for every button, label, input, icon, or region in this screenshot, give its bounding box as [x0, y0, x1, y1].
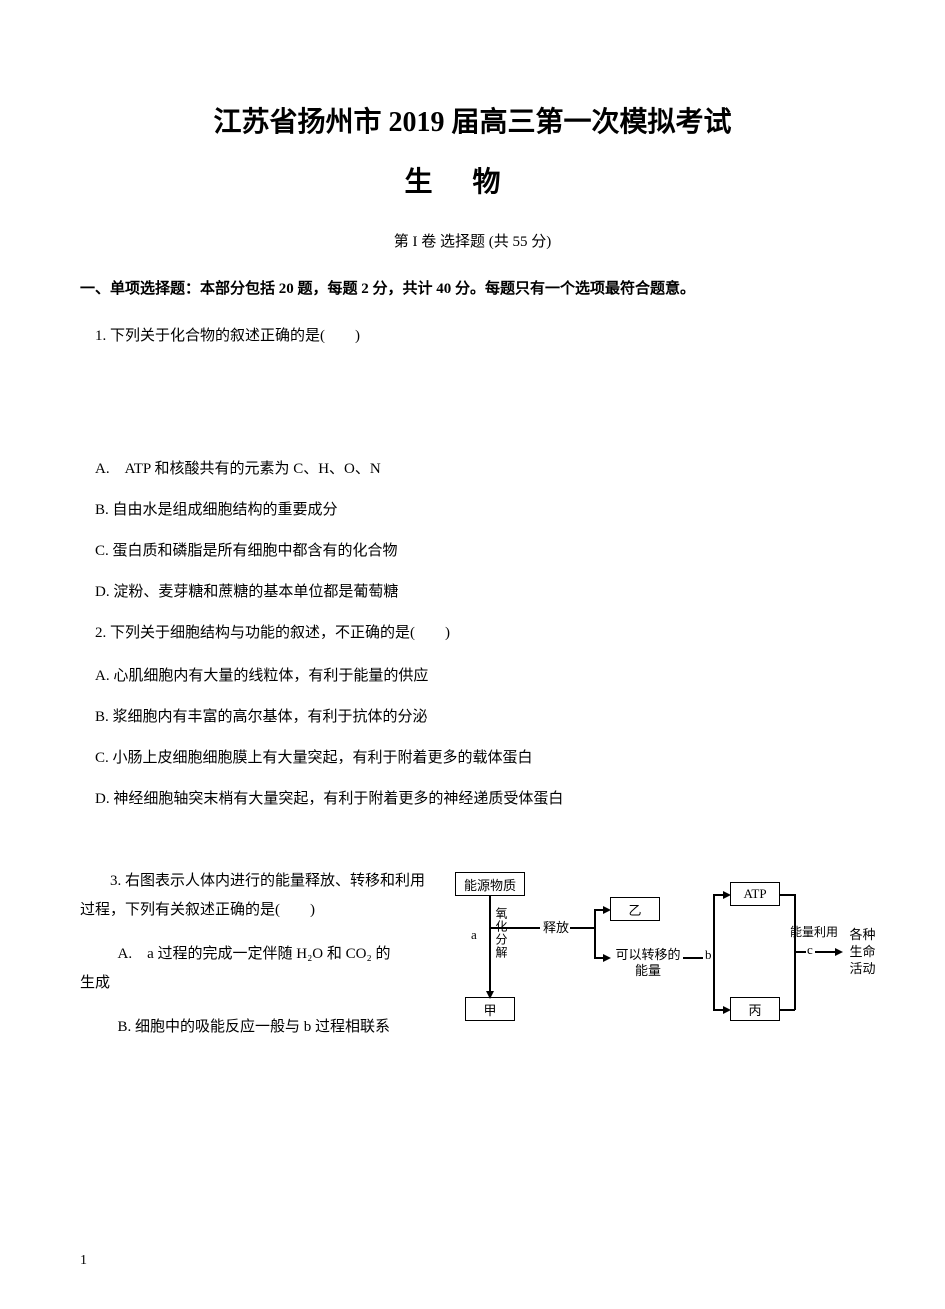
q3-option-a-line2: 生成 [80, 975, 110, 991]
q2-option-a: A. 心肌细胞内有大量的线粒体，有利于能量的供应 [80, 663, 865, 690]
diagram-label-release: 释放 [543, 917, 569, 936]
q3-container: 3. 右图表示人体内进行的能量释放、转移和利用过程，下列有关叙述正确的是( ) … [80, 867, 865, 1042]
q1-stem: 1. 下列关于化合物的叙述正确的是( ) [80, 323, 865, 350]
diagram-label-oxid: 氧化分解 [493, 907, 510, 959]
q2-option-b: B. 浆细胞内有丰富的高尔基体，有利于抗体的分泌 [80, 704, 865, 731]
diagram-box-bing: 丙 [730, 997, 780, 1021]
diagram-box-source: 能源物质 [455, 872, 525, 896]
diagram-label-activity: 各种生命活动 [845, 927, 880, 978]
q1-option-a: A. ATP 和核酸共有的元素为 C、H、O、N [80, 456, 865, 483]
diagram-box-yi: 乙 [610, 897, 660, 921]
diagram-label-b: b [705, 947, 712, 963]
diagram-label-transfer: 可以转移的能量 [613, 947, 683, 978]
instruction: 一、单项选择题：本部分包括 20 题，每题 2 分，共计 40 分。每题只有一个… [80, 276, 865, 303]
diagram-label-a: a [471, 927, 477, 943]
diagram-label-use: 能量利用 [790, 923, 838, 940]
energy-diagram: 能源物质 甲 乙 ATP 丙 a 氧化分解 释放 可以转移的能量 b [455, 867, 885, 1037]
section-header: 第 I 卷 选择题 (共 55 分) [80, 230, 865, 251]
diagram-box-jia: 甲 [465, 997, 515, 1021]
q1-option-b: B. 自由水是组成细胞结构的重要成分 [80, 497, 865, 524]
q2-option-c: C. 小肠上皮细胞细胞膜上有大量突起，有利于附着更多的载体蛋白 [80, 745, 865, 772]
q1-option-c: C. 蛋白质和磷脂是所有细胞中都含有的化合物 [80, 538, 865, 565]
diagram-box-atp: ATP [730, 882, 780, 906]
q1-option-d: D. 淀粉、麦芽糖和蔗糖的基本单位都是葡萄糖 [80, 579, 865, 606]
q3-option-a-line1: A. a 过程的完成一定伴随 H₂O 和 CO₂ 的 [80, 940, 390, 969]
page-number: 1 [80, 1253, 87, 1269]
q2-option-d: D. 神经细胞轴突末梢有大量突起，有利于附着更多的神经递质受体蛋白 [80, 786, 865, 813]
title-sub: 生物 [80, 160, 865, 200]
q2-stem: 2. 下列关于细胞结构与功能的叙述，不正确的是( ) [80, 620, 865, 647]
title-main: 江苏省扬州市 2019 届高三第一次模拟考试 [80, 100, 865, 140]
diagram-label-c: c [807, 942, 813, 958]
q3-stem: 3. 右图表示人体内进行的能量释放、转移和利用过程，下列有关叙述正确的是( ) [80, 867, 430, 924]
